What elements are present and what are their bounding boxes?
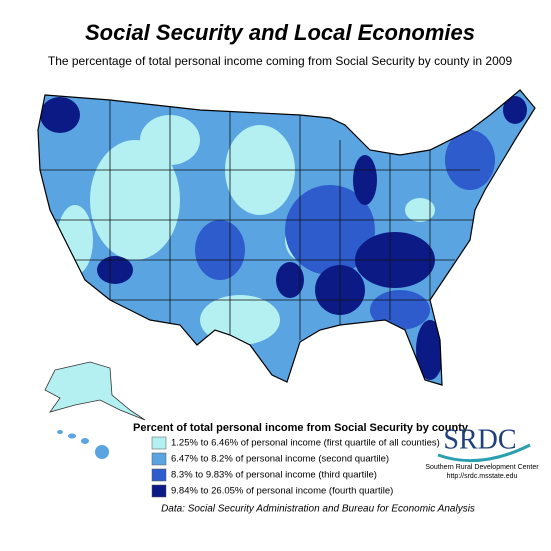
legend-title: Percent of total personal income from So…	[133, 422, 469, 434]
logo-swoosh	[437, 443, 531, 463]
logo-mark: SRDC	[443, 424, 516, 455]
logo-url: http://srdc.msstate.edu	[447, 473, 518, 480]
title: Social Security and Local Economies	[85, 20, 475, 45]
legend-label: 1.25% to 6.46% of personal income (first…	[171, 438, 440, 449]
legend-swatch	[151, 484, 167, 498]
legend-swatch	[151, 468, 167, 482]
legend-label: 9.84% to 26.05% of personal income (four…	[171, 486, 393, 497]
alaska	[44, 361, 146, 421]
state-borders	[40, 100, 480, 340]
subtitle: The percentage of total personal income …	[48, 54, 513, 68]
legend-label: 6.47% to 8.2% of personal income (second…	[171, 454, 389, 465]
legend: 1.25% to 6.46% of personal income (first…	[151, 436, 440, 498]
us-outline	[37, 89, 536, 386]
source: Data: Social Security Administration and…	[161, 504, 475, 515]
legend-swatch	[151, 452, 167, 466]
legend-swatch	[151, 436, 167, 450]
hawaii	[57, 430, 109, 459]
logo-org: Southern Rural Development Center	[425, 464, 539, 471]
legend-label: 8.3% to 9.83% of personal income (third …	[171, 470, 377, 481]
